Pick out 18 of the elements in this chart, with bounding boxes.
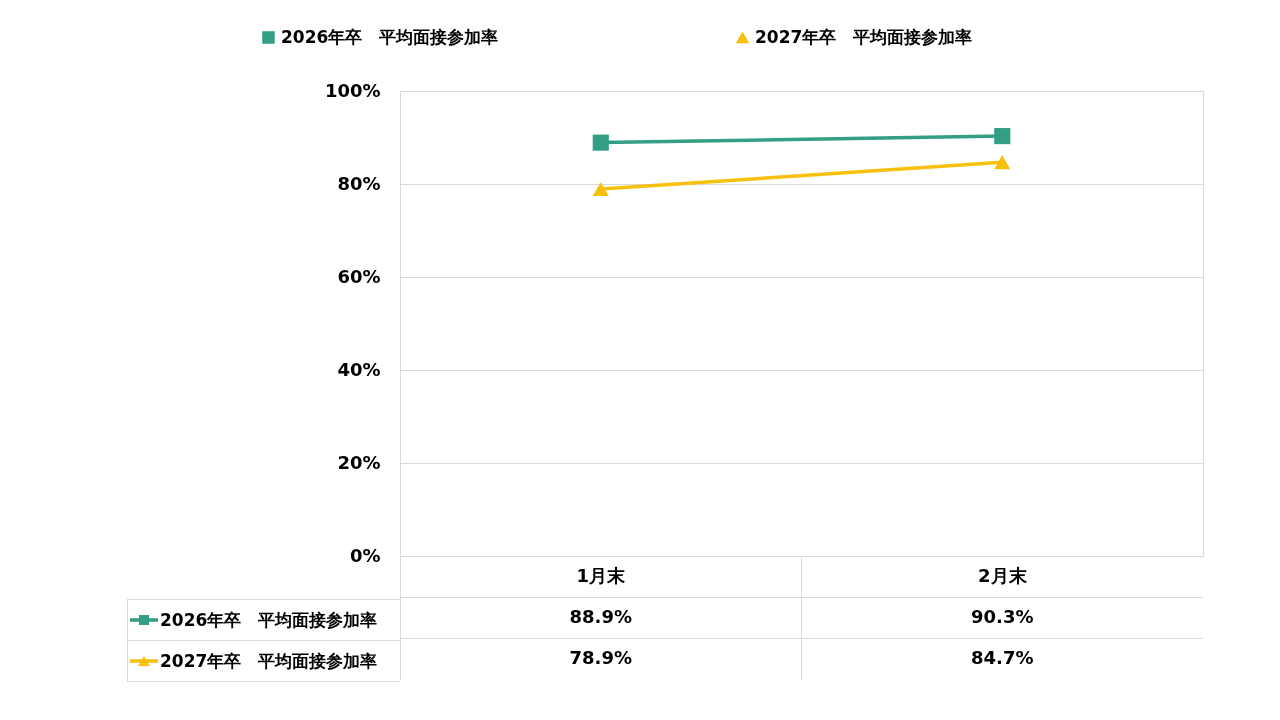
y-tick-label: 80% xyxy=(337,172,381,194)
text: 2026年卒 平均面接参加率 xyxy=(160,609,378,630)
text: 2027年卒 平均面接参加率 xyxy=(160,650,378,671)
data-label: 78.9% xyxy=(569,647,632,669)
x-tick-label: 2月末 xyxy=(977,564,1028,586)
legend-label: 2026年卒 平均面接参加率 xyxy=(281,26,499,47)
y-tick-label: 0% xyxy=(349,544,381,566)
data-label: 88.9% xyxy=(569,606,632,627)
point xyxy=(994,128,1011,145)
y-tick-label: 40% xyxy=(337,358,381,380)
x-tick-label: 1月末 xyxy=(576,564,627,586)
legend-label: 2027年卒 平均面接参加率 xyxy=(755,26,973,47)
y-tick-label: 60% xyxy=(337,265,381,287)
point xyxy=(592,134,609,151)
data-label: 90.3% xyxy=(971,606,1034,627)
y-tick-label: 100% xyxy=(324,79,381,101)
y-tick-label: 20% xyxy=(337,451,381,473)
data-label: 84.7% xyxy=(971,647,1034,669)
